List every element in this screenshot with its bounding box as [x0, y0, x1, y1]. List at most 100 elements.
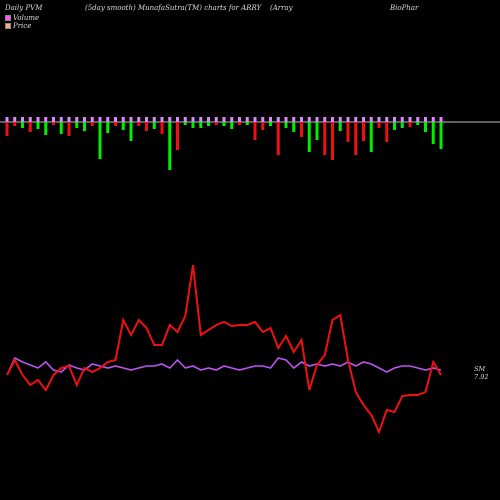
volume-bar	[424, 122, 427, 132]
volume-bar	[307, 122, 311, 152]
volume-bar-top	[307, 117, 311, 122]
volume-bar	[52, 122, 55, 125]
volume-bar-top	[431, 117, 435, 122]
volume-bar-top	[369, 117, 373, 122]
volume-bar	[269, 122, 272, 126]
volume-bar-top	[245, 117, 249, 122]
volume-bar	[59, 122, 63, 134]
volume-bar	[377, 122, 381, 128]
volume-bar-top	[400, 117, 404, 122]
volume-bar	[385, 122, 389, 142]
volume-bar	[121, 122, 125, 130]
volume-bar	[439, 122, 443, 149]
volume-bar-top	[408, 117, 412, 122]
volume-bar-top	[183, 117, 187, 122]
company-name-part1: (Array	[270, 4, 293, 12]
volume-bar-top	[354, 117, 358, 122]
volume-bar	[183, 122, 187, 125]
legend-volume: Volume	[5, 14, 39, 22]
volume-bar	[199, 122, 203, 128]
volume-bar-top	[300, 117, 303, 122]
volume-bar-top	[145, 117, 148, 122]
volume-bar-top	[21, 117, 24, 122]
volume-bar	[152, 122, 156, 129]
volume-bar	[222, 122, 226, 126]
volume-bar-top	[222, 117, 226, 122]
volume-bar	[238, 122, 241, 125]
volume-bar-top	[362, 117, 365, 122]
volume-bar	[276, 122, 280, 155]
legend-volume-label: Volume	[13, 14, 40, 22]
volume-bar	[28, 122, 32, 132]
price-value-label: 7.92	[474, 373, 489, 381]
price-line	[6, 264, 442, 435]
volume-bar	[369, 122, 373, 152]
volume-bar-top	[253, 117, 257, 122]
volume-bar	[245, 122, 249, 125]
volume-bar-top	[292, 117, 296, 122]
chart-title: (5day smooth) MunafaSutra(TM) charts for…	[85, 4, 262, 12]
volume-bar-top	[214, 117, 218, 122]
volume-bar-top	[323, 117, 327, 122]
volume-bar	[323, 122, 327, 155]
volume-bar-top	[276, 117, 280, 122]
volume-bar-top	[67, 117, 71, 122]
volume-bar-top	[114, 117, 117, 122]
volume-bar	[145, 122, 148, 131]
volume-bar	[416, 122, 420, 125]
volume-bar	[300, 122, 303, 137]
volume-bar	[137, 122, 141, 126]
volume-bar	[21, 122, 24, 128]
volume-bar	[83, 122, 86, 131]
chart-title-left: Daily PVM	[5, 4, 43, 12]
volume-bar	[44, 122, 48, 135]
volume-bar	[5, 122, 9, 136]
volume-bar-top	[377, 117, 381, 122]
volume-bar	[331, 122, 334, 160]
volume-bar	[354, 122, 358, 155]
volume-bar	[90, 122, 94, 126]
volume-bar	[338, 122, 342, 131]
volume-bar-top	[439, 117, 443, 122]
volume-bar	[168, 122, 172, 170]
legend-price-label: Price	[13, 22, 32, 30]
volume-bar	[253, 122, 257, 140]
volume-bar-top	[83, 117, 86, 122]
volume-bars	[5, 117, 443, 170]
volume-bar-top	[331, 117, 334, 122]
volume-bar-top	[52, 117, 55, 122]
volume-bar-top	[284, 117, 288, 122]
volume-bar-top	[90, 117, 94, 122]
volume-bar	[400, 122, 404, 128]
volume-bar-top	[5, 117, 9, 122]
volume-bar-top	[424, 117, 427, 122]
volume-bar	[75, 122, 79, 128]
volume-bar	[114, 122, 117, 126]
volume-bar	[106, 122, 110, 133]
volume-bar-top	[416, 117, 420, 122]
volume-bar-top	[28, 117, 32, 122]
volume-bar	[214, 122, 218, 125]
volume-line	[6, 356, 442, 376]
volume-bar	[67, 122, 71, 136]
volume-bar	[98, 122, 102, 159]
volume-bar-top	[36, 117, 40, 122]
volume-bar	[207, 122, 210, 126]
volume-bar	[191, 122, 195, 128]
volume-bar-top	[168, 117, 172, 122]
volume-bar-top	[13, 117, 17, 122]
company-name-part2: BioPhar	[390, 4, 419, 12]
volume-bar-top	[385, 117, 389, 122]
volume-bar-top	[393, 117, 396, 122]
volume-bar-top	[121, 117, 125, 122]
volume-bar	[36, 122, 40, 129]
volume-bar	[284, 122, 288, 128]
volume-bar-top	[338, 117, 342, 122]
volume-bar-top	[207, 117, 210, 122]
volume-bar-top	[238, 117, 241, 122]
volume-bar	[292, 122, 296, 132]
volume-bar	[362, 122, 365, 141]
volume-bar	[408, 122, 412, 127]
